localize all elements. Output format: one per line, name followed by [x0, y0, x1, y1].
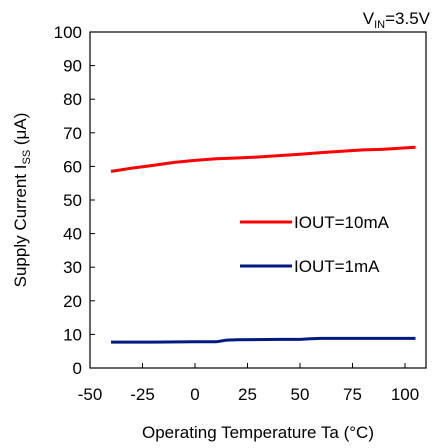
y-tick-label: 20: [63, 292, 82, 311]
series-line-1: [110, 145, 416, 173]
x-tick-label: 100: [391, 385, 419, 404]
y-tick-label: 80: [63, 90, 82, 109]
x-tick-label: 75: [343, 385, 362, 404]
y-axis-title: Supply Current ISS (μA): [11, 113, 33, 288]
y-tick-label: 40: [63, 225, 82, 244]
x-tick-label: 0: [190, 385, 199, 404]
y-tick-label: 100: [54, 23, 82, 42]
condition-label: VIN=3.5V: [363, 9, 431, 31]
y-tick-label: 50: [63, 191, 82, 210]
legend-label-2: IOUT=1mA: [294, 257, 380, 276]
y-tick-label: 90: [63, 57, 82, 76]
series-lines: [110, 145, 416, 344]
legend: IOUT=10mA IOUT=1mA: [240, 213, 390, 276]
x-tick-label: -50: [78, 385, 103, 404]
y-axis: 0 10 20 30 40 50 60 70 80 90 100: [54, 23, 95, 378]
plot-frame: [89, 31, 427, 369]
x-tick-label: 25: [238, 385, 257, 404]
x-tick-label: 50: [291, 385, 310, 404]
x-tick-label: -25: [130, 385, 155, 404]
legend-label-1: IOUT=10mA: [294, 213, 390, 232]
y-tick-label: 10: [63, 325, 82, 344]
series-line-2: [111, 336, 416, 344]
y-tick-label: 30: [63, 258, 82, 277]
x-axis: -50 -25 0 25 50 75 100: [78, 363, 419, 404]
x-axis-title: Operating Temperature Ta (°C): [142, 423, 374, 442]
y-tick-label: 70: [63, 124, 82, 143]
y-tick-label: 0: [73, 359, 82, 378]
y-tick-label: 60: [63, 157, 82, 176]
